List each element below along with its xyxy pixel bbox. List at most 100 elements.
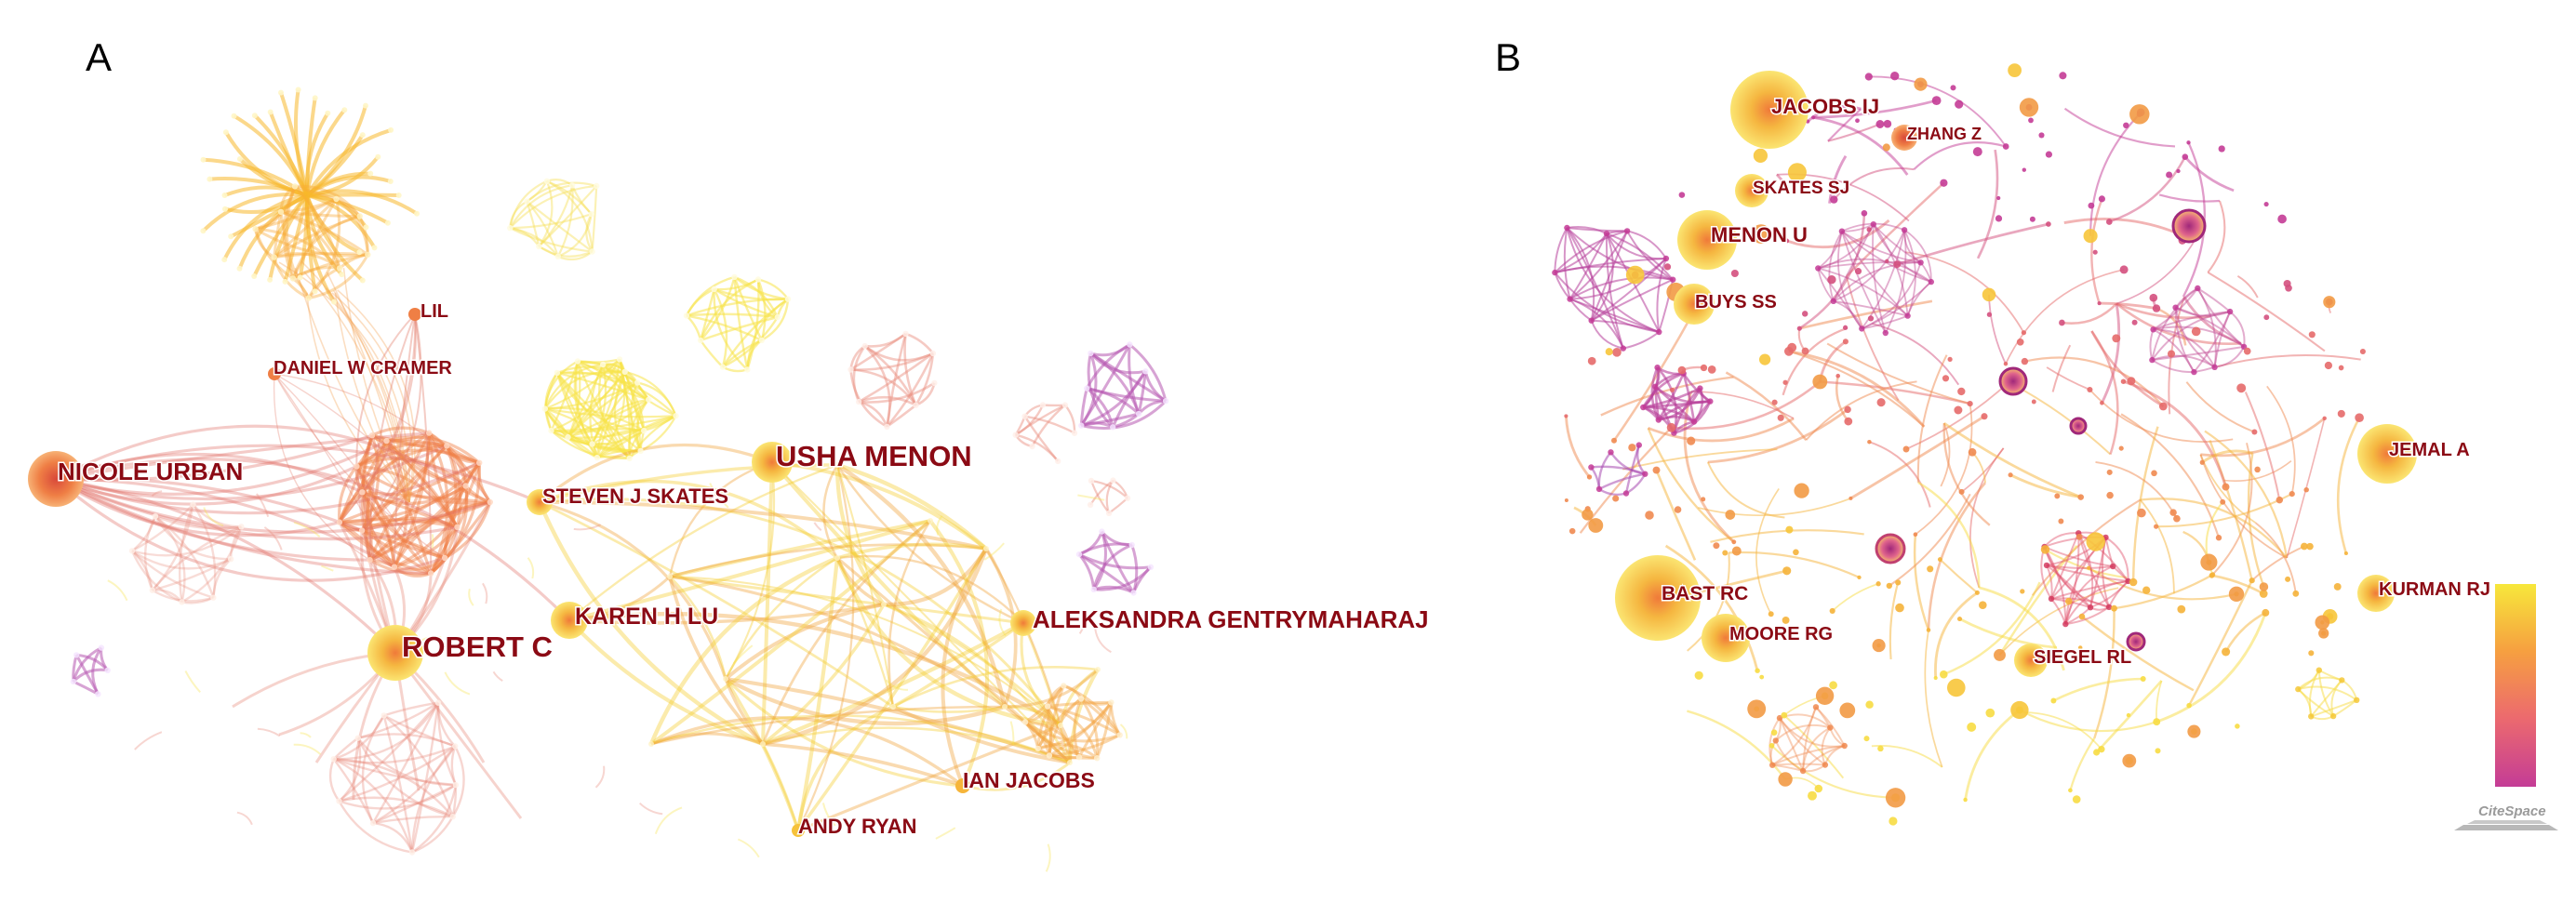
network-node: [2276, 496, 2284, 504]
network-node: [683, 312, 690, 319]
network-node: [1838, 228, 1846, 234]
network-edge: [1682, 373, 1696, 422]
network-edge: [2052, 677, 2143, 702]
network-edge: [305, 108, 346, 196]
network-edge: [886, 404, 917, 428]
network-edge: [361, 529, 433, 575]
network-edge: [2116, 302, 2210, 320]
network-edge: [1568, 230, 1628, 300]
network-edge: [2217, 354, 2361, 367]
network-edge: [55, 477, 340, 538]
network-node: [295, 86, 301, 93]
network-edge: [192, 503, 217, 598]
network-node: [128, 548, 136, 554]
network-edge: [2193, 311, 2232, 373]
network-edge: [756, 279, 767, 341]
network-edge: [2153, 325, 2245, 348]
network-edge: [903, 333, 917, 406]
network-edge: [538, 185, 598, 247]
network-edge: [2153, 328, 2196, 373]
network-edge: [294, 89, 309, 196]
network-node: [1077, 696, 1085, 702]
author-label: ANDY RYAN: [798, 815, 917, 838]
network-node: [2172, 304, 2179, 311]
network-node: [1967, 401, 1973, 407]
network-edge: [282, 185, 297, 279]
network-node: [1687, 436, 1696, 445]
network-node: [330, 756, 337, 763]
network-edge: [568, 519, 931, 622]
author-label: ROBERT C: [402, 631, 553, 663]
network-edge: [292, 266, 340, 280]
network-node: [312, 288, 318, 295]
network-edge: [436, 702, 457, 786]
network-edge: [365, 440, 388, 561]
network-node: [2324, 361, 2333, 370]
network-edge: [334, 292, 410, 503]
network-edge: [2188, 579, 2253, 707]
network-edge: [54, 477, 446, 582]
network-node: [2048, 595, 2055, 603]
network-edge: [538, 246, 594, 258]
network-node: [388, 126, 394, 133]
network-edge: [280, 197, 338, 214]
network-node: [462, 483, 469, 489]
network-edge: [858, 352, 934, 404]
network-node: [2077, 494, 2084, 500]
network-edge: [650, 716, 965, 788]
network-edge: [1567, 227, 1628, 232]
network-node: [1829, 681, 1837, 690]
network-node: [1895, 579, 1902, 586]
network-edge: [361, 485, 467, 505]
network-node: [336, 798, 342, 804]
network-edge: [2043, 546, 2067, 625]
network-edge: [1826, 342, 1970, 405]
network-edge: [761, 299, 790, 341]
network-edge: [2064, 565, 2114, 625]
network-node: [2021, 357, 2029, 365]
network-edge: [761, 604, 886, 746]
network-edge: [358, 215, 369, 255]
network-edge: [594, 765, 606, 789]
network-node: [2259, 582, 2269, 591]
network-node: [384, 219, 391, 226]
network-edge: [274, 373, 446, 559]
network-node: [1895, 603, 1904, 613]
network-edge: [355, 440, 388, 468]
network-node: [339, 272, 345, 278]
network-node: [2029, 216, 2035, 222]
network-edge: [306, 155, 380, 197]
node-skates-sj: [1735, 174, 1768, 207]
network-edge: [538, 185, 574, 247]
network-edge: [1092, 543, 1133, 591]
network-edge: [1020, 622, 1062, 727]
network-node: [359, 132, 366, 139]
network-edge: [2175, 306, 2231, 317]
network-node: [2308, 650, 2315, 657]
network-node: [2166, 171, 2173, 179]
network-edge: [257, 727, 281, 737]
network-edge: [55, 476, 363, 532]
network-node: [1127, 341, 1133, 348]
network-node: [2263, 202, 2269, 207]
network-edge: [339, 745, 456, 803]
network-node: [2251, 429, 2258, 435]
network-edge: [1728, 551, 1860, 578]
network-edge: [1788, 350, 1925, 428]
network-edge: [2317, 670, 2334, 717]
network-edge: [1021, 622, 1072, 763]
network-edge: [385, 439, 459, 528]
network-node: [1088, 477, 1095, 485]
network-edge: [2069, 737, 2096, 791]
network-edge: [1079, 697, 1100, 759]
network-edge: [2213, 311, 2232, 367]
network-node: [890, 704, 896, 710]
network-edge: [2153, 311, 2231, 331]
network-edge: [1062, 684, 1122, 737]
network-edge: [430, 462, 481, 575]
network-node: [1707, 398, 1714, 405]
color-scale-bar: [2495, 584, 2536, 787]
network-edge: [1564, 416, 1591, 478]
network-node: [1928, 278, 1934, 285]
network-edge: [724, 677, 1006, 726]
